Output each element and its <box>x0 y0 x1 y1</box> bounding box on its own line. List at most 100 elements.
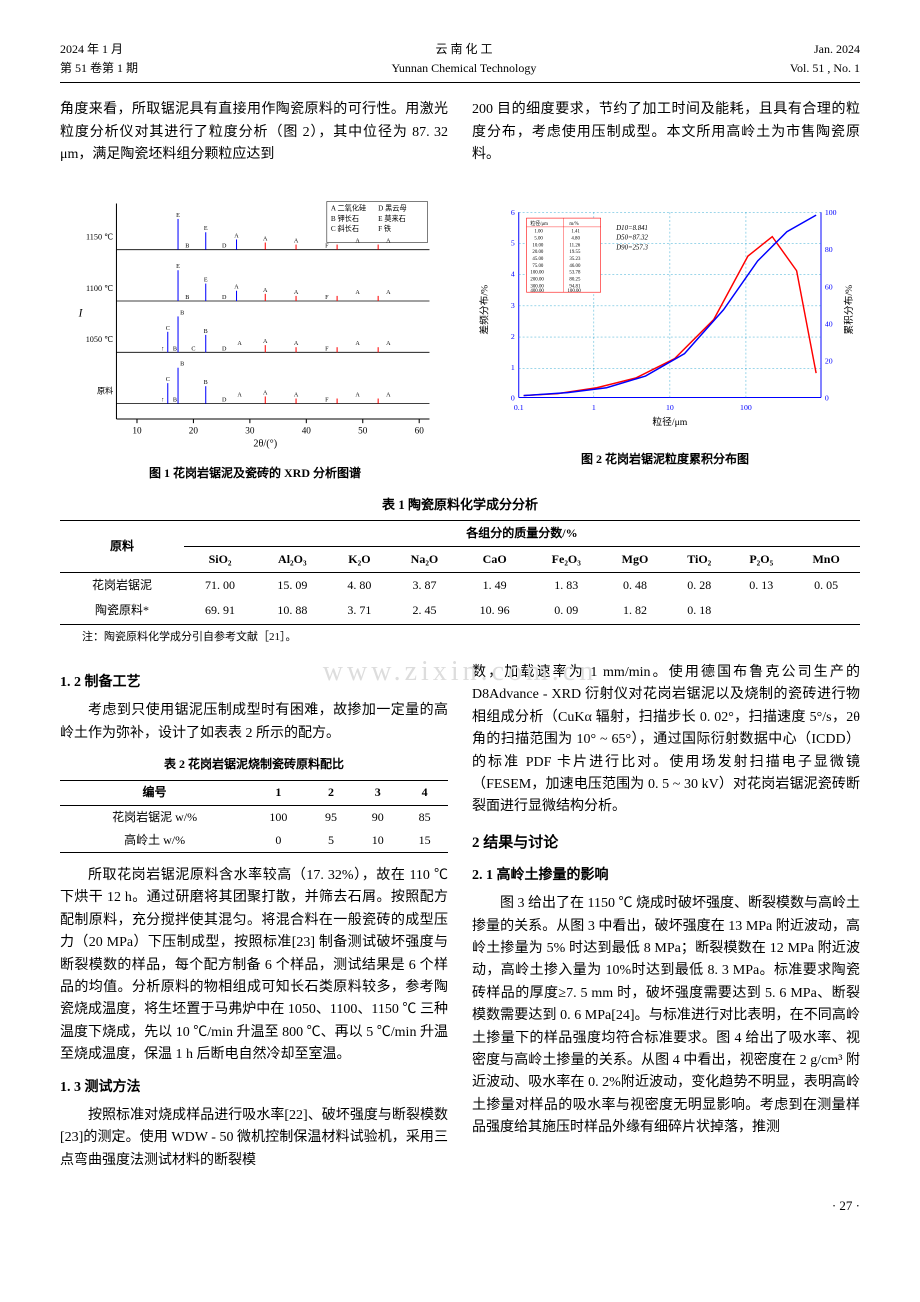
top-paragraph: 角度来看，所取锯泥具有直接用作陶瓷原料的可行性。用激光粒度分析仪对其进行了粒度分… <box>60 99 860 170</box>
svg-text:10: 10 <box>132 425 142 435</box>
svg-text:B: B <box>180 310 184 316</box>
svg-text:A: A <box>263 339 268 345</box>
header-vol-en: Vol. 51 , No. 1 <box>790 59 860 78</box>
svg-text:A: A <box>294 289 299 295</box>
svg-text:D 黑云母: D 黑云母 <box>378 204 407 212</box>
svg-text:D: D <box>222 397 227 403</box>
svg-text:C 斜长石: C 斜长石 <box>331 224 359 233</box>
svg-text:200.00: 200.00 <box>530 277 544 282</box>
svg-text:A: A <box>263 390 268 396</box>
top-para-right: 200 目的细度要求，节约了加工时间及能耗，且具有合理的粒度分布，考虑使用压制成… <box>472 99 860 166</box>
section-2-title: 2 结果与讨论 <box>472 831 860 855</box>
table-1-caption: 表 1 陶瓷原料化学成分分析 <box>60 495 860 516</box>
main-columns: 1. 2 制备工艺 考虑到只使用锯泥压制成型时有困难，故掺加一定量的高岭土作为弥… <box>60 662 860 1176</box>
svg-text:B: B <box>204 328 208 334</box>
svg-text:B 钾长石: B 钾长石 <box>331 214 359 223</box>
header-journal-cn: 云 南 化 工 <box>391 40 536 59</box>
svg-text:11.26: 11.26 <box>569 243 580 248</box>
table-2: 编号 1 2 3 4 花岗岩锯泥 w/% 100 95 90 85 高岭土 w/… <box>60 780 448 853</box>
section-1-3-para: 按照标准对烧成样品进行吸水率[22]、破坏强度与断裂模数[23]的测定。使用 W… <box>60 1105 448 1172</box>
svg-text:B: B <box>173 397 177 403</box>
svg-text:1: 1 <box>511 363 515 372</box>
para-after-table2: 所取花岗岩锯泥原料含水率较高（17. 32%），故在 110 ℃ 下烘干 12 … <box>60 865 448 1067</box>
svg-text:A: A <box>294 341 299 347</box>
svg-text:B: B <box>185 243 189 249</box>
svg-text:F: F <box>325 243 329 249</box>
svg-text:A: A <box>237 392 242 398</box>
svg-text:A: A <box>234 233 239 239</box>
figures-row: 10 20 30 40 50 60 2θ/(°) I A 二氧化硅D 黑云母 B… <box>60 183 860 483</box>
svg-text:2θ/(°): 2θ/(°) <box>253 438 277 449</box>
svg-text:100.00: 100.00 <box>568 289 582 294</box>
svg-text:B: B <box>180 361 184 367</box>
page-header: 2024 年 1 月 第 51 卷第 1 期 云 南 化 工 Yunnan Ch… <box>60 40 860 83</box>
svg-text:0: 0 <box>511 393 515 402</box>
header-right: Jan. 2024 Vol. 51 , No. 1 <box>790 40 860 78</box>
svg-text:E: E <box>176 264 180 270</box>
svg-text:60: 60 <box>415 425 425 435</box>
svg-text:35.23: 35.23 <box>569 257 581 262</box>
right-column: 数，加载速率为 1 mm/min。使用德国布鲁克公司生产的 D8Advance … <box>472 662 860 1176</box>
svg-text:10.00: 10.00 <box>532 243 544 248</box>
svg-text:30: 30 <box>245 425 255 435</box>
svg-text:4.80: 4.80 <box>571 236 580 241</box>
svg-text:原料: 原料 <box>97 385 113 395</box>
svg-text:4: 4 <box>511 269 515 278</box>
figure-1-svg: 10 20 30 40 50 60 2θ/(°) I A 二氧化硅D 黑云母 B… <box>60 183 450 450</box>
svg-text:5.00: 5.00 <box>534 236 543 241</box>
svg-text:40: 40 <box>302 425 312 435</box>
svg-text:D: D <box>222 295 227 301</box>
svg-text:A: A <box>294 392 299 398</box>
table-row: 花岗岩锯泥 71. 00 15. 09 4. 80 3. 87 1. 49 1.… <box>60 573 860 599</box>
svg-text:400.00: 400.00 <box>530 289 544 294</box>
section-1-2-para: 考虑到只使用锯泥压制成型时有困难，故掺加一定量的高岭土作为弥补，设计了如表表 2… <box>60 700 448 745</box>
svg-text:A: A <box>355 289 360 295</box>
svg-text:1: 1 <box>592 403 596 412</box>
svg-text:E: E <box>176 212 180 218</box>
svg-text:B: B <box>185 295 189 301</box>
svg-text:F: F <box>325 397 329 403</box>
table-1-note: 注：陶瓷原料化学成分引自参考文献［21］。 <box>82 629 860 647</box>
svg-text:46.00: 46.00 <box>569 263 581 268</box>
svg-text:差频分布/%: 差频分布/% <box>478 284 491 334</box>
section-2-1-title: 2. 1 高岭土掺量的影响 <box>472 865 860 887</box>
svg-text:0.1: 0.1 <box>514 403 524 412</box>
svg-text:A: A <box>355 392 360 398</box>
svg-text:53.78: 53.78 <box>569 270 581 275</box>
svg-text:20.00: 20.00 <box>532 250 544 255</box>
header-vol-cn: 第 51 卷第 1 期 <box>60 59 138 78</box>
svg-text:累积分布/%: 累积分布/% <box>843 284 855 334</box>
svg-text:A: A <box>237 341 242 347</box>
svg-text:60: 60 <box>825 282 833 291</box>
svg-text:↑: ↑ <box>161 346 164 352</box>
svg-text:↑: ↑ <box>161 397 164 403</box>
svg-text:A: A <box>294 238 299 244</box>
svg-text:19.55: 19.55 <box>569 250 581 255</box>
svg-text:E: E <box>204 226 208 232</box>
svg-text:10: 10 <box>666 403 674 412</box>
left-column: 1. 2 制备工艺 考虑到只使用锯泥压制成型时有困难，故掺加一定量的高岭土作为弥… <box>60 662 448 1176</box>
table-row: 花岗岩锯泥 w/% 100 95 90 85 <box>60 805 448 829</box>
svg-text:E: E <box>204 277 208 283</box>
svg-text:F: F <box>325 346 329 352</box>
svg-text:m/%: m/% <box>569 221 578 226</box>
svg-text:1050 ℃: 1050 ℃ <box>86 335 114 344</box>
svg-text:A 二氧化硅: A 二氧化硅 <box>331 203 366 212</box>
svg-text:100.00: 100.00 <box>530 270 544 275</box>
svg-text:1.00: 1.00 <box>534 229 543 234</box>
svg-text:B: B <box>173 346 177 352</box>
svg-text:D90=257.3: D90=257.3 <box>615 244 648 251</box>
table-1: 原料 各组分的质量分数/% SiO₂ Al₂O₃ K₂O Na₂O CaO Fe… <box>60 520 860 625</box>
svg-text:A: A <box>263 287 268 293</box>
header-journal-en: Yunnan Chemical Technology <box>391 59 536 78</box>
svg-text:A: A <box>386 289 391 295</box>
header-date-cn: 2024 年 1 月 <box>60 40 138 59</box>
svg-text:20: 20 <box>825 356 833 365</box>
svg-text:D50=87.32: D50=87.32 <box>615 234 648 241</box>
svg-text:A: A <box>386 341 391 347</box>
table-2-caption: 表 2 花岗岩锯泥烧制瓷砖原料配比 <box>60 755 448 774</box>
svg-text:C: C <box>191 346 195 352</box>
svg-text:粒径/μm: 粒径/μm <box>652 414 687 427</box>
header-date-en: Jan. 2024 <box>790 40 860 59</box>
svg-text:1.41: 1.41 <box>571 229 580 234</box>
